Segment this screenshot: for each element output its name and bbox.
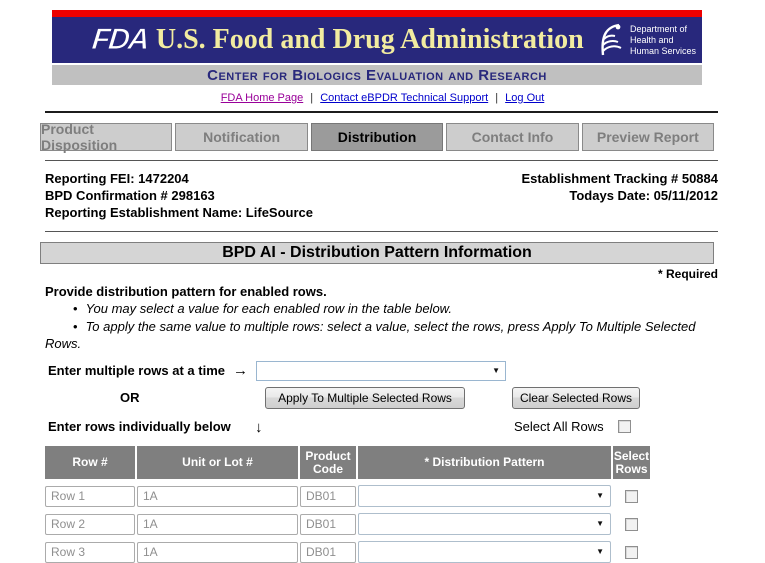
report-info-right: Establishment Tracking # 50884 Todays Da… <box>521 170 718 221</box>
unit-or-lot-field: 1A <box>137 513 298 535</box>
contact-support-link[interactable]: Contact eBPDR Technical Support <box>320 92 489 104</box>
row-select-checkbox[interactable] <box>625 489 638 503</box>
row-number-field: Row 3 <box>45 541 135 563</box>
chevron-down-icon: ▼ <box>596 547 604 556</box>
tab-product-disposition[interactable]: Product Disposition <box>40 121 173 153</box>
or-label: OR <box>120 390 140 405</box>
chevron-down-icon: ▼ <box>596 519 604 528</box>
tab-preview-report[interactable]: Preview Report <box>581 123 715 151</box>
chevron-down-icon: ▼ <box>596 491 604 500</box>
row-number-field: Row 2 <box>45 513 135 535</box>
tab-notification[interactable]: Notification <box>175 123 308 151</box>
cber-subtitle: Center for Biologics Evaluation and Rese… <box>207 66 547 84</box>
row-select-cell <box>613 545 650 559</box>
fda-banner: FDA U.S. Food and Drug Administration De… <box>52 10 702 85</box>
col-header-distribution-pattern: * Distribution Pattern <box>358 446 611 479</box>
divider-line <box>45 111 718 113</box>
required-note: * Required <box>657 267 718 281</box>
instructions: Provide distribution pattern for enabled… <box>45 284 718 352</box>
col-header-product-code: Product Code <box>300 446 356 479</box>
chevron-down-icon: ▼ <box>492 365 500 375</box>
hhs-logo-block: Department of Health and Human Services <box>592 22 696 58</box>
row-select-checkbox[interactable] <box>625 545 638 559</box>
distribution-pattern-select[interactable]: ▼ <box>358 541 611 563</box>
banner-red-stripe <box>52 10 702 17</box>
reporting-establishment-name: Reporting Establishment Name: LifeSource <box>45 205 313 220</box>
multi-row-control: Enter multiple rows at a time → ▼ <box>48 360 765 381</box>
link-separator: | <box>310 92 314 104</box>
row-select-cell <box>613 489 650 503</box>
banner-navy-bar: FDA U.S. Food and Drug Administration De… <box>52 17 702 63</box>
instruction-bullet-2: • To apply the same value to multiple row… <box>45 319 696 351</box>
fda-home-link[interactable]: FDA Home Page <box>220 92 304 104</box>
product-code-field: DB01 <box>300 513 356 535</box>
divider-line <box>45 231 718 232</box>
tab-bar: Product Disposition Notification Distrib… <box>40 121 715 153</box>
page-title: BPD AI - Distribution Pattern Informatio… <box>40 242 714 264</box>
individual-rows-label: Enter rows individually below <box>48 419 231 434</box>
select-all-label: Select All Rows <box>514 419 604 434</box>
row-select-cell <box>613 517 650 531</box>
log-out-link[interactable]: Log Out <box>505 92 545 104</box>
reporting-fei: Reporting FEI: 1472204 <box>45 171 189 186</box>
report-info-left: Reporting FEI: 1472204 BPD Confirmation … <box>45 170 313 221</box>
multi-row-value-select[interactable]: ▼ <box>256 360 506 381</box>
multi-row-label: Enter multiple rows at a time <box>48 363 225 378</box>
fda-logo: FDA <box>90 23 150 57</box>
tab-contact-info[interactable]: Contact Info <box>446 123 579 151</box>
instruction-bullet-1: • You may select a value for each enabled… <box>73 301 452 316</box>
report-info: Reporting FEI: 1472204 BPD Confirmation … <box>45 170 718 221</box>
instructions-heading: Provide distribution pattern for enabled… <box>45 284 327 299</box>
select-all-checkbox[interactable] <box>617 420 631 433</box>
distribution-pattern-select[interactable]: ▼ <box>358 485 611 507</box>
select-all-rows: Select All Rows <box>514 419 631 434</box>
bpd-confirmation: BPD Confirmation # 298163 <box>45 188 215 203</box>
top-nav-links: FDA Home Page | Contact eBPDR Technical … <box>0 92 765 104</box>
individual-row-control: Enter rows individually below ↓ Select A… <box>0 418 765 438</box>
col-header-row-number: Row # <box>45 446 135 479</box>
link-separator: | <box>495 92 499 104</box>
banner-title: U.S. Food and Drug Administration <box>155 24 584 55</box>
col-header-unit-or-lot: Unit or Lot # <box>137 446 298 479</box>
establishment-tracking: Establishment Tracking # 50884 <box>521 171 718 186</box>
distribution-table: Row # Unit or Lot # Product Code * Distr… <box>45 446 650 563</box>
apply-clear-row: OR Apply To Multiple Selected Rows Clear… <box>0 387 765 411</box>
cber-subtitle-bar: Center for Biologics Evaluation and Rese… <box>52 65 702 85</box>
col-header-select-rows: Select Rows <box>613 446 650 479</box>
distribution-pattern-select[interactable]: ▼ <box>358 513 611 535</box>
apply-to-multiple-button[interactable]: Apply To Multiple Selected Rows <box>265 387 465 409</box>
divider-line <box>45 160 718 161</box>
right-arrow-icon: → <box>233 362 248 379</box>
todays-date: Todays Date: 05/11/2012 <box>569 188 718 203</box>
unit-or-lot-field: 1A <box>137 541 298 563</box>
product-code-field: DB01 <box>300 485 356 507</box>
tab-distribution[interactable]: Distribution <box>310 123 444 151</box>
hhs-text: Department of Health and Human Services <box>629 23 696 56</box>
row-select-checkbox[interactable] <box>625 517 638 531</box>
row-number-field: Row 1 <box>45 485 135 507</box>
unit-or-lot-field: 1A <box>137 485 298 507</box>
clear-selected-button[interactable]: Clear Selected Rows <box>512 387 640 409</box>
product-code-field: DB01 <box>300 541 356 563</box>
hhs-eagle-icon <box>601 23 622 56</box>
down-arrow-icon: ↓ <box>255 419 263 436</box>
